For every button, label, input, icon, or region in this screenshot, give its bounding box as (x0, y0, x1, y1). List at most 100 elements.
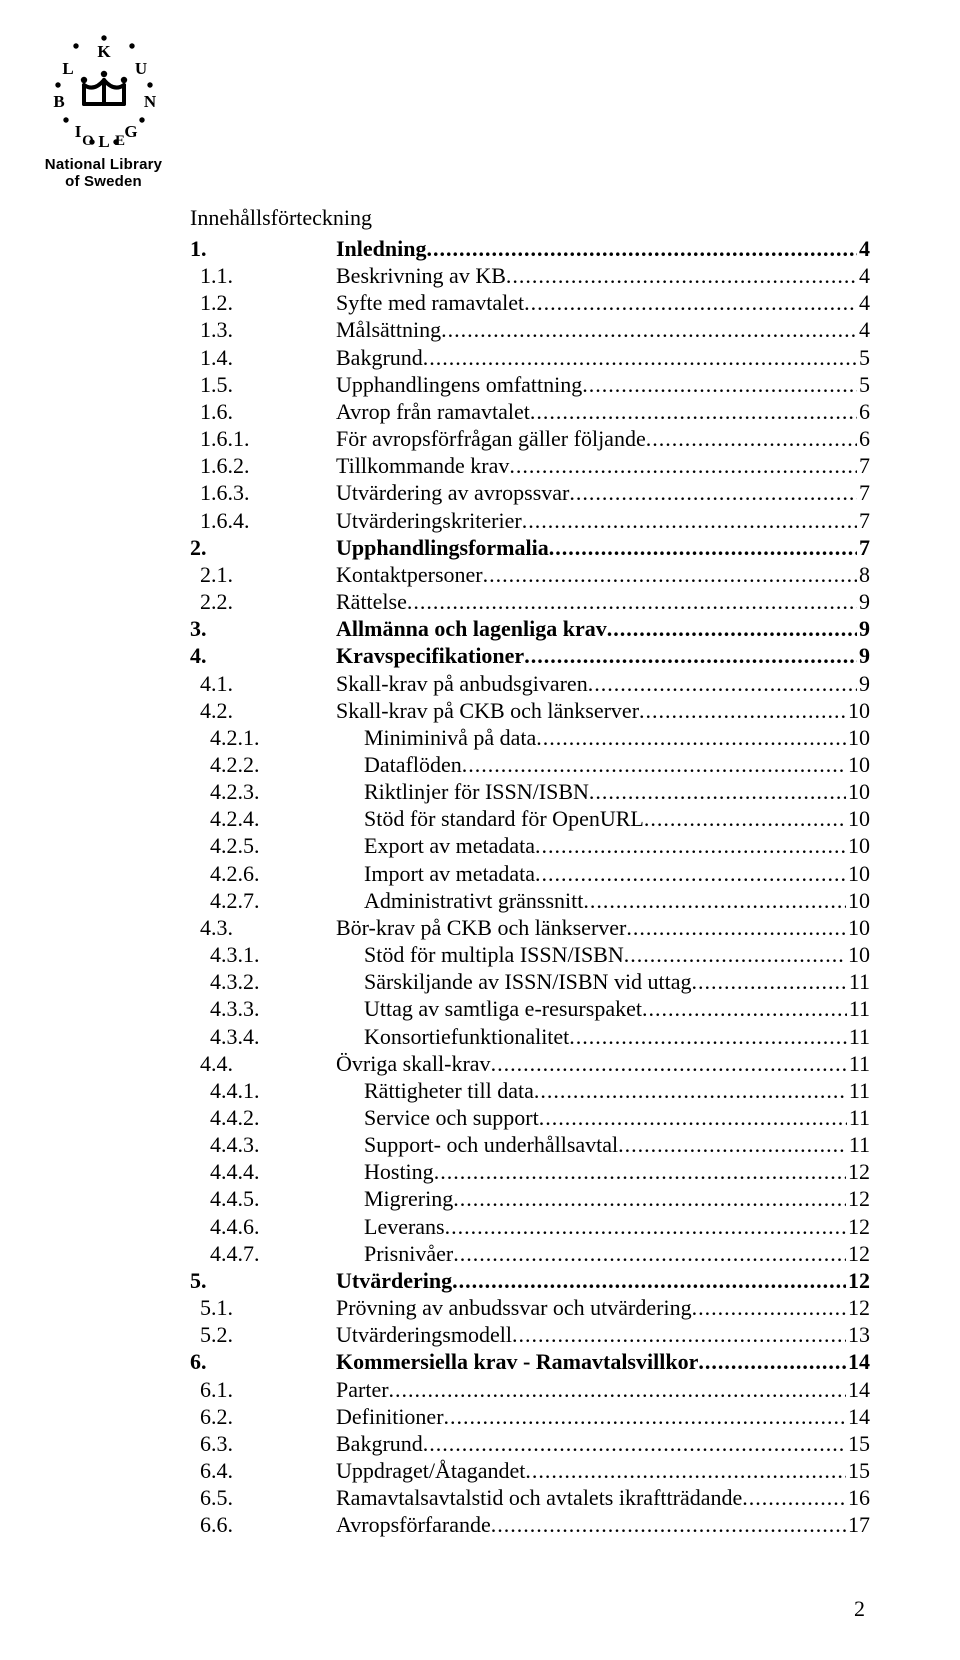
toc-entry-page: 10 (846, 751, 870, 778)
toc-entry-page: 10 (846, 860, 870, 887)
toc-entry: 6.6.Avropsförfarande17 (190, 1511, 870, 1538)
toc-entry-number: 2.1. (190, 561, 336, 588)
toc-entry-number: 1.6.2. (190, 452, 336, 479)
toc-entry-number: 5.2. (190, 1321, 336, 1348)
toc-entry: 6.5.Ramavtalsavtalstid och avtalets ikra… (190, 1484, 870, 1511)
toc-entry: 4.4.2.Service och support11 (190, 1104, 870, 1131)
toc-leader-dots (524, 642, 857, 669)
toc-entry-label: Dataflöden (336, 751, 462, 778)
toc-entry-label: Kravspecifikationer (336, 642, 524, 669)
toc-entry-label: Tillkommande krav (336, 452, 509, 479)
toc-entry: 4.4.4.Hosting12 (190, 1158, 870, 1185)
toc-leader-dots (423, 1430, 846, 1457)
toc-leader-dots (525, 1457, 846, 1484)
toc-entry-page: 7 (857, 534, 870, 561)
svg-text:N: N (143, 92, 156, 111)
toc-leader-dots (607, 615, 857, 642)
svg-text:G: G (124, 122, 137, 141)
toc-leader-dots (534, 1077, 847, 1104)
toc-entry: 4.2.1.Miniminivå på data10 (190, 724, 870, 751)
toc-entry-label: Bör-krav på CKB och länkserver (336, 914, 626, 941)
toc-entry-page: 9 (857, 670, 870, 697)
kb-seal-icon: K L U B N I G L (44, 30, 164, 148)
toc-entry-number: 3. (190, 615, 336, 642)
toc-leader-dots (646, 425, 857, 452)
toc-entry-number: 6.5. (190, 1484, 336, 1511)
toc-entry-page: 5 (857, 371, 870, 398)
toc-entry-page: 11 (847, 1131, 870, 1158)
toc-entry-label: Övriga skall-krav (336, 1050, 491, 1077)
svg-text:O: O (82, 133, 94, 148)
toc-entry-number: 1.3. (190, 316, 336, 343)
toc-entry: 1.2.Syfte med ramavtalet4 (190, 289, 870, 316)
toc-entry-label: Support- och underhållsavtal (336, 1131, 618, 1158)
toc-entry-label: Ramavtalsavtalstid och avtalets ikrafttr… (336, 1484, 742, 1511)
toc-leader-dots (539, 1104, 847, 1131)
toc-leader-dots (644, 805, 846, 832)
toc-leader-dots (524, 289, 857, 316)
toc-leader-dots (522, 507, 857, 534)
toc-entry: 4.4.6.Leverans12 (190, 1213, 870, 1240)
toc-entry-label: Utvärdering (336, 1267, 452, 1294)
toc-entry-number: 1.6.1. (190, 425, 336, 452)
toc-leader-dots (453, 1185, 846, 1212)
toc-entry: 6.4.Uppdraget/Åtagandet15 (190, 1457, 870, 1484)
toc-entry: 4.2.4.Stöd för standard för OpenURL10 (190, 805, 870, 832)
toc-entry-number: 1.5. (190, 371, 336, 398)
toc-entry-page: 4 (857, 316, 870, 343)
toc-entry-page: 15 (846, 1430, 870, 1457)
toc-entry-page: 6 (857, 425, 870, 452)
toc-entry: 4.2.3.Riktlinjer för ISSN/ISBN10 (190, 778, 870, 805)
toc-entry-number: 2. (190, 534, 336, 561)
toc-leader-dots (569, 1023, 847, 1050)
toc-entry-label: Konsortiefunktionalitet (336, 1023, 569, 1050)
toc-entry-number: 4.3.2. (190, 968, 336, 995)
toc-entry: 1.6.1.För avropsförfrågan gäller följand… (190, 425, 870, 452)
toc-entry-number: 4.4.6. (190, 1213, 336, 1240)
toc-entry: 6.1.Parter14 (190, 1376, 870, 1403)
toc-entry: 5.2.Utvärderingsmodell13 (190, 1321, 870, 1348)
toc-entry-label: Riktlinjer för ISSN/ISBN (336, 778, 589, 805)
toc-entry-label: Avrop från ramavtalet (336, 398, 530, 425)
toc-entry-number: 5.1. (190, 1294, 336, 1321)
toc-entry: 4.2.7.Administrativt gränssnitt10 (190, 887, 870, 914)
toc-entry-label: Import av metadata (336, 860, 535, 887)
toc-entry: 3.Allmänna och lagenliga krav9 (190, 615, 870, 642)
toc-entry-label: Prisnivåer (336, 1240, 453, 1267)
svg-text:I: I (74, 122, 81, 141)
toc-leader-dots (509, 452, 857, 479)
svg-text:K: K (97, 42, 111, 61)
toc-entry-page: 14 (846, 1348, 870, 1375)
logo-block: K L U B N I G L (26, 30, 181, 191)
toc-entry-number: 6.3. (190, 1430, 336, 1457)
toc-entry-number: 4.4.3. (190, 1131, 336, 1158)
toc-entry-page: 12 (846, 1240, 870, 1267)
toc-entry-number: 4.2.6. (190, 860, 336, 887)
toc-entry: 1.Inledning4 (190, 235, 870, 262)
toc-leader-dots (491, 1511, 846, 1538)
toc-leader-dots (434, 1158, 846, 1185)
toc-entry: 2.1.Kontaktpersoner8 (190, 561, 870, 588)
toc-entry-page: 12 (846, 1185, 870, 1212)
toc-entry-label: Administrativt gränssnitt (336, 887, 583, 914)
toc-entry: 1.4.Bakgrund5 (190, 344, 870, 371)
toc-entry-page: 9 (857, 588, 870, 615)
toc-entry-label: Utvärderingsmodell (336, 1321, 512, 1348)
toc-leader-dots (423, 344, 857, 371)
toc-entry-page: 12 (846, 1267, 870, 1294)
toc-entry-number: 4.2.5. (190, 832, 336, 859)
toc-entry: 6.3.Bakgrund15 (190, 1430, 870, 1457)
content-area: Innehållsförteckning 1.Inledning41.1.Bes… (190, 205, 870, 1539)
toc-entry-page: 12 (846, 1213, 870, 1240)
toc-entry-page: 11 (847, 1050, 870, 1077)
toc-leader-dots (535, 860, 846, 887)
toc-entry-page: 15 (846, 1457, 870, 1484)
svg-text:L: L (62, 59, 73, 78)
toc-entry-number: 4.3.4. (190, 1023, 336, 1050)
toc-entry-page: 4 (857, 289, 870, 316)
toc-leader-dots (642, 995, 847, 1022)
toc-leader-dots (569, 479, 857, 506)
toc-entry: 4.4.1.Rättigheter till data11 (190, 1077, 870, 1104)
toc-entry-number: 4.1. (190, 670, 336, 697)
toc-entry-label: För avropsförfrågan gäller följande (336, 425, 646, 452)
